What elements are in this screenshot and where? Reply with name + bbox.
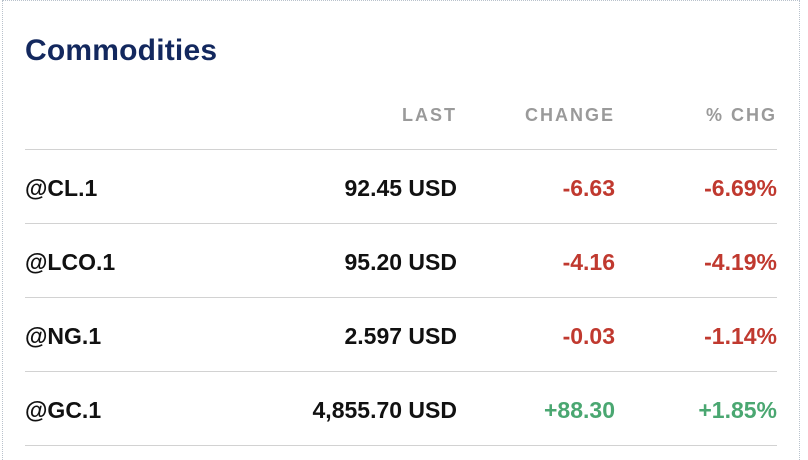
table-row[interactable]: @NG.1 2.597 USD -0.03 -1.14% [25,298,777,372]
price-change: +88.30 [544,397,615,423]
percent-change: -1.14% [704,323,777,349]
table-header: LAST CHANGE % CHG [25,97,777,150]
last-price: 2.597 USD [344,323,457,349]
column-header-pct-change: % CHG [705,105,777,125]
price-change: -4.16 [562,249,615,275]
widget-title: Commodities [25,34,218,67]
column-header-last: LAST [402,105,457,125]
symbol-link[interactable]: @LCO.1 [25,249,116,275]
table-row[interactable]: @LCO.1 95.20 USD -4.16 -4.19% [25,224,777,298]
commodities-table: LAST CHANGE % CHG @CL.1 92.45 USD -6.63 … [25,97,777,446]
column-header-change: CHANGE [524,105,615,125]
symbol-link[interactable]: @GC.1 [25,397,102,423]
price-change: -6.63 [562,175,615,201]
last-price: 95.20 USD [344,249,457,275]
symbol-link[interactable]: @CL.1 [25,175,98,201]
percent-change: -6.69% [704,175,777,201]
last-price: 92.45 USD [344,175,457,201]
price-change: -0.03 [562,323,615,349]
percent-change: +1.85% [698,397,777,423]
last-price: 4,855.70 USD [312,397,457,423]
table-row[interactable]: @CL.1 92.45 USD -6.63 -6.69% [25,150,777,224]
percent-change: -4.19% [704,249,777,275]
symbol-link[interactable]: @NG.1 [25,323,102,349]
table-row[interactable]: @GC.1 4,855.70 USD +88.30 +1.85% [25,372,777,446]
